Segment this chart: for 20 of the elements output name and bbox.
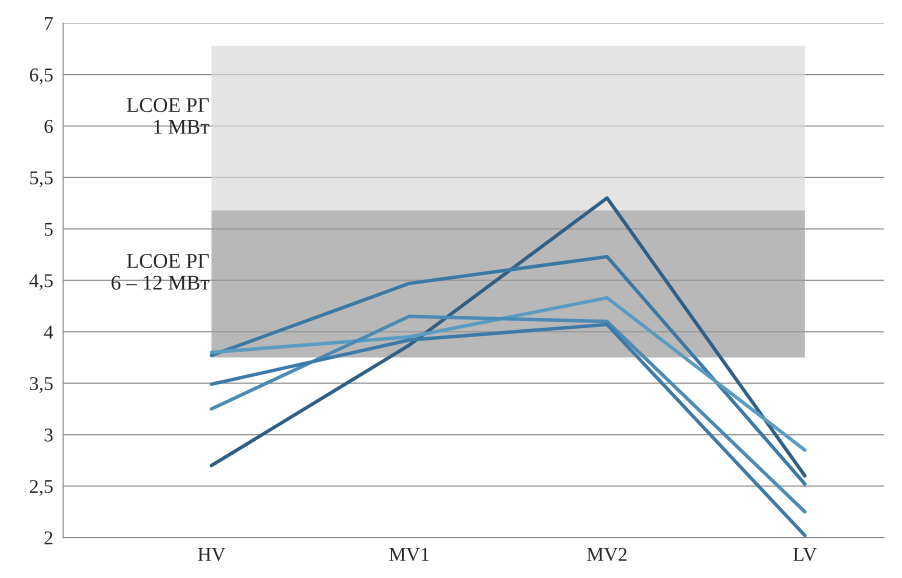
y-tick-label: 2 [44,531,52,544]
x-tick-label: HV [198,548,226,562]
line-series [210,296,807,452]
band-label: LCOE РГ 6 – 12 МВт [112,254,210,290]
y-tick-label: 3 [44,428,53,442]
y-tick-label: 2,5 [30,480,53,496]
y-tick-label: 5 [44,222,53,236]
x-tick-label: LV [793,548,817,562]
y-tick-label: 6,5 [30,68,53,84]
y-tick-label: 5,5 [30,171,53,188]
line-series [210,196,807,478]
y-tick-label: 4,5 [29,274,53,290]
y-tick-label: 6 [44,120,53,133]
y-tick-label: 7 [44,17,53,30]
x-tick-label: MV2 [587,548,627,562]
x-tick-label: MV1 [389,548,429,562]
line-series [210,254,807,486]
y-tick-label: 3,5 [30,377,53,393]
band-label: LCOE РГ 1 МВт [126,98,210,134]
y-tick-label: 4 [44,326,54,339]
